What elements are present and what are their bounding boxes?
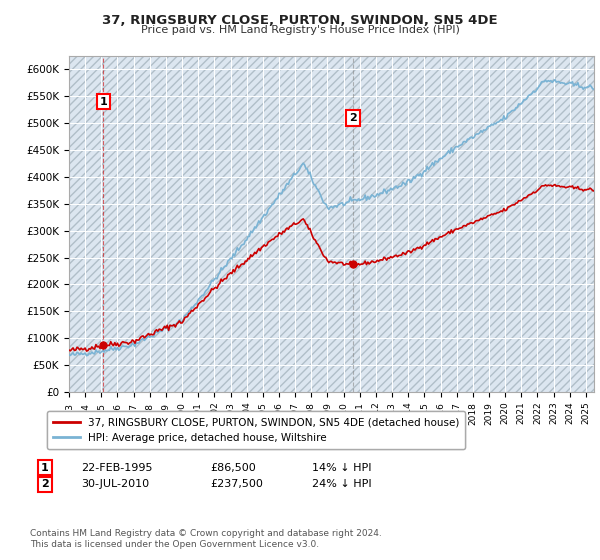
- Text: Contains HM Land Registry data © Crown copyright and database right 2024.
This d: Contains HM Land Registry data © Crown c…: [30, 529, 382, 549]
- Legend: 37, RINGSBURY CLOSE, PURTON, SWINDON, SN5 4DE (detached house), HPI: Average pri: 37, RINGSBURY CLOSE, PURTON, SWINDON, SN…: [47, 411, 466, 449]
- Text: 2: 2: [349, 113, 357, 123]
- Text: 1: 1: [41, 463, 49, 473]
- Text: 14% ↓ HPI: 14% ↓ HPI: [312, 463, 371, 473]
- Text: 37, RINGSBURY CLOSE, PURTON, SWINDON, SN5 4DE: 37, RINGSBURY CLOSE, PURTON, SWINDON, SN…: [102, 14, 498, 27]
- Text: £237,500: £237,500: [210, 479, 263, 489]
- Text: 22-FEB-1995: 22-FEB-1995: [81, 463, 152, 473]
- Text: 24% ↓ HPI: 24% ↓ HPI: [312, 479, 371, 489]
- Text: 30-JUL-2010: 30-JUL-2010: [81, 479, 149, 489]
- Text: £86,500: £86,500: [210, 463, 256, 473]
- Text: 2: 2: [41, 479, 49, 489]
- Text: 1: 1: [100, 97, 107, 107]
- Text: Price paid vs. HM Land Registry's House Price Index (HPI): Price paid vs. HM Land Registry's House …: [140, 25, 460, 35]
